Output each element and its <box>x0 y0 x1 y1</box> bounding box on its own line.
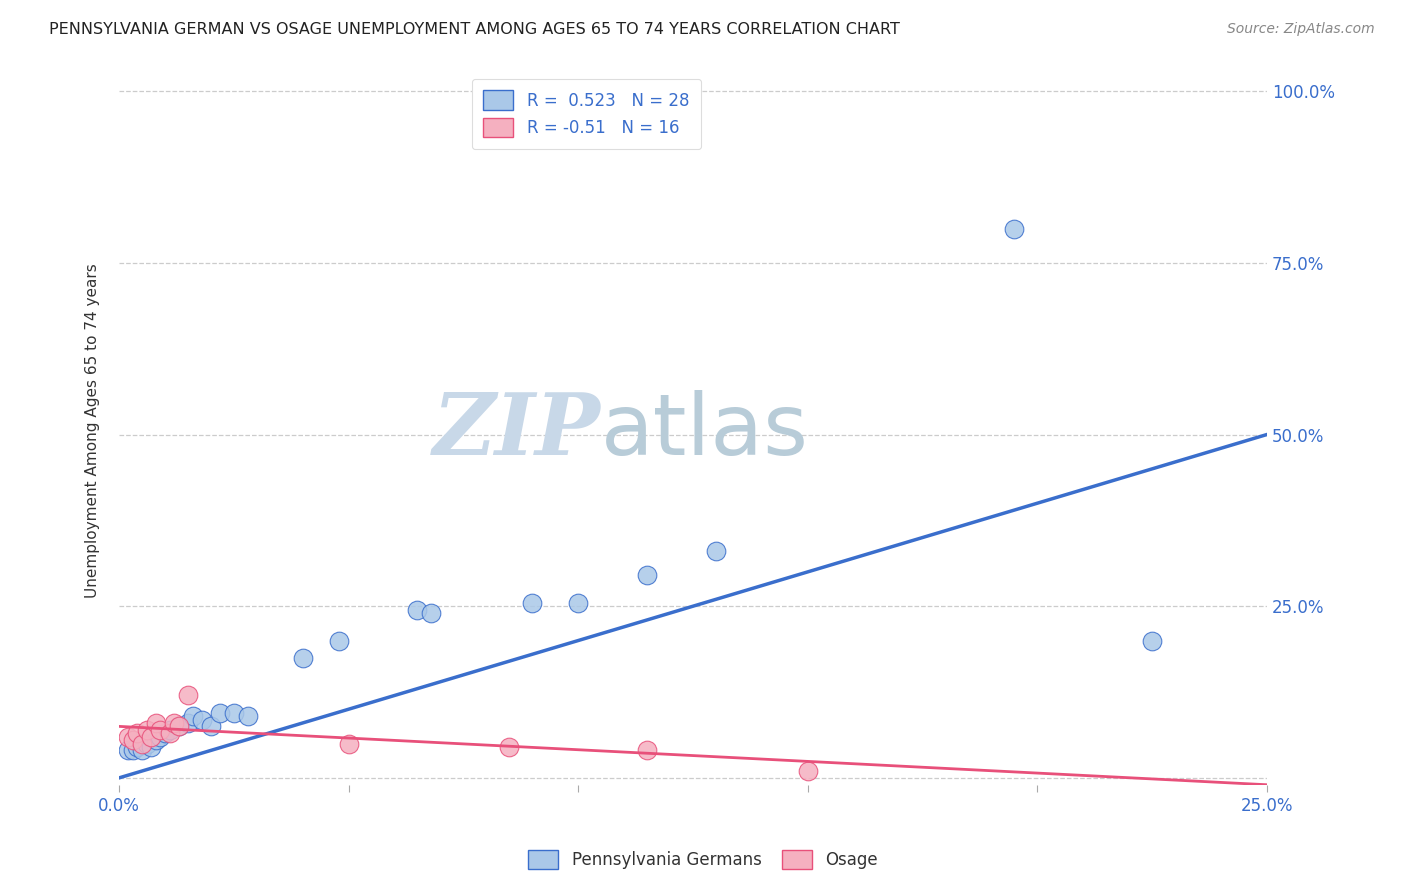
Text: Source: ZipAtlas.com: Source: ZipAtlas.com <box>1227 22 1375 37</box>
Point <box>117 743 139 757</box>
Point <box>1002 221 1025 235</box>
Point <box>153 726 176 740</box>
Text: ZIP: ZIP <box>433 389 602 473</box>
Point <box>200 719 222 733</box>
Point <box>131 737 153 751</box>
Point <box>149 723 172 737</box>
Point <box>181 709 204 723</box>
Point <box>498 739 520 754</box>
Point <box>141 739 163 754</box>
Point <box>420 606 443 620</box>
Point <box>127 739 149 754</box>
Point <box>704 544 727 558</box>
Point <box>163 715 186 730</box>
Point <box>167 719 190 733</box>
Point <box>797 764 820 778</box>
Point <box>522 596 544 610</box>
Point <box>636 568 658 582</box>
Point <box>159 726 181 740</box>
Point <box>567 596 589 610</box>
Point <box>141 730 163 744</box>
Point <box>222 706 245 720</box>
Point <box>406 602 429 616</box>
Legend: R =  0.523   N = 28, R = -0.51   N = 16: R = 0.523 N = 28, R = -0.51 N = 16 <box>472 78 702 149</box>
Point <box>135 723 157 737</box>
Point <box>1140 633 1163 648</box>
Text: atlas: atlas <box>602 390 808 473</box>
Point <box>127 726 149 740</box>
Point <box>291 650 314 665</box>
Point <box>121 743 143 757</box>
Point <box>131 743 153 757</box>
Point <box>177 715 200 730</box>
Point <box>159 723 181 737</box>
Point <box>236 709 259 723</box>
Point <box>117 730 139 744</box>
Point <box>167 719 190 733</box>
Point <box>121 733 143 747</box>
Point <box>328 633 350 648</box>
Legend: Pennsylvania Germans, Osage: Pennsylvania Germans, Osage <box>519 840 887 880</box>
Y-axis label: Unemployment Among Ages 65 to 74 years: Unemployment Among Ages 65 to 74 years <box>86 264 100 599</box>
Point <box>190 713 212 727</box>
Point <box>149 730 172 744</box>
Point <box>135 737 157 751</box>
Point <box>145 733 167 747</box>
Point <box>145 715 167 730</box>
Text: PENNSYLVANIA GERMAN VS OSAGE UNEMPLOYMENT AMONG AGES 65 TO 74 YEARS CORRELATION : PENNSYLVANIA GERMAN VS OSAGE UNEMPLOYMEN… <box>49 22 900 37</box>
Point <box>177 689 200 703</box>
Point <box>209 706 232 720</box>
Point <box>636 743 658 757</box>
Point <box>337 737 360 751</box>
